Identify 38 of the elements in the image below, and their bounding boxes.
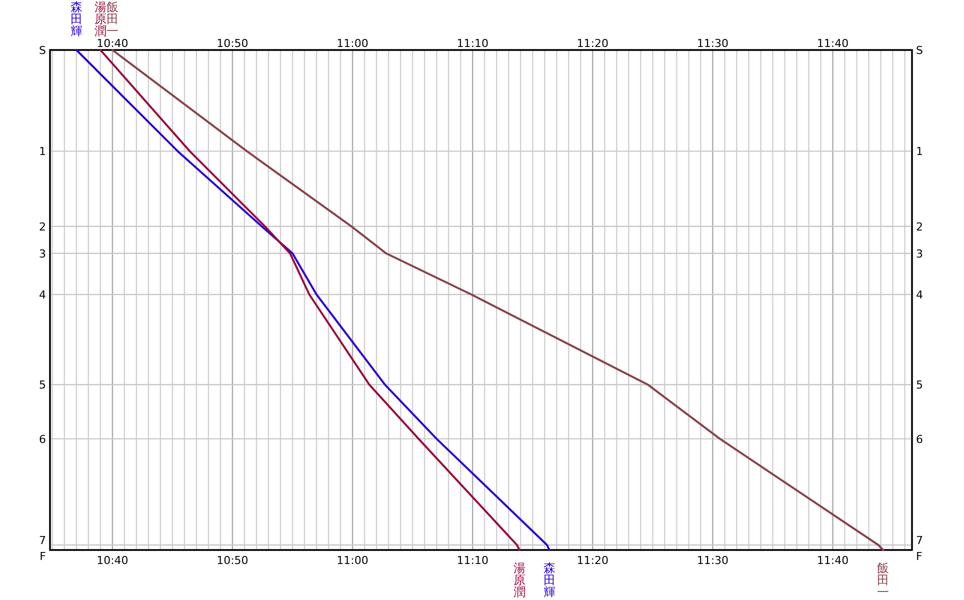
x2-tick-label: 10:40	[96, 37, 128, 50]
x-tick-label: 11:40	[816, 554, 849, 567]
text: 湯原潤	[94, 0, 106, 38]
x2-tick-label: 10:50	[216, 37, 248, 50]
x-tick-label: 11:00	[336, 554, 368, 567]
text: 1	[916, 145, 923, 158]
x-tick-label: 10:40	[96, 554, 128, 567]
series-label: 飯田一	[877, 561, 890, 599]
x-tick-label: 11:30	[696, 554, 729, 567]
text: S	[39, 44, 46, 57]
x2-tick-label: 11:40	[816, 37, 849, 50]
text: 森田輝	[70, 0, 82, 38]
x2-tick-label: 11:20	[576, 37, 608, 50]
text: 6	[916, 432, 923, 446]
series-label: 森田輝	[543, 561, 556, 599]
x-tick-label: 11:20	[576, 554, 608, 567]
text: 5	[39, 378, 46, 392]
text: F	[916, 550, 922, 563]
text: 2	[39, 220, 46, 234]
text: 1	[39, 145, 46, 158]
text: 6	[39, 432, 46, 446]
x-tick-label: 11:10	[456, 554, 488, 567]
text: F	[40, 550, 46, 563]
x2-tick-label: 11:30	[696, 37, 729, 50]
x2-tick-label: 11:10	[456, 37, 488, 50]
x2-tick-label: 11:00	[336, 37, 368, 50]
text: 5	[916, 378, 923, 392]
text: 7	[916, 534, 923, 547]
text: 4	[39, 288, 46, 302]
text: 2	[916, 220, 923, 234]
text: 7	[39, 534, 46, 547]
series-label: 湯原潤	[513, 561, 526, 599]
text: 4	[916, 288, 923, 302]
x-tick-label: 10:50	[216, 554, 248, 567]
text: 飯田一	[106, 0, 118, 38]
text: S	[916, 44, 923, 57]
text: 3	[916, 247, 923, 260]
text: 3	[39, 247, 46, 260]
